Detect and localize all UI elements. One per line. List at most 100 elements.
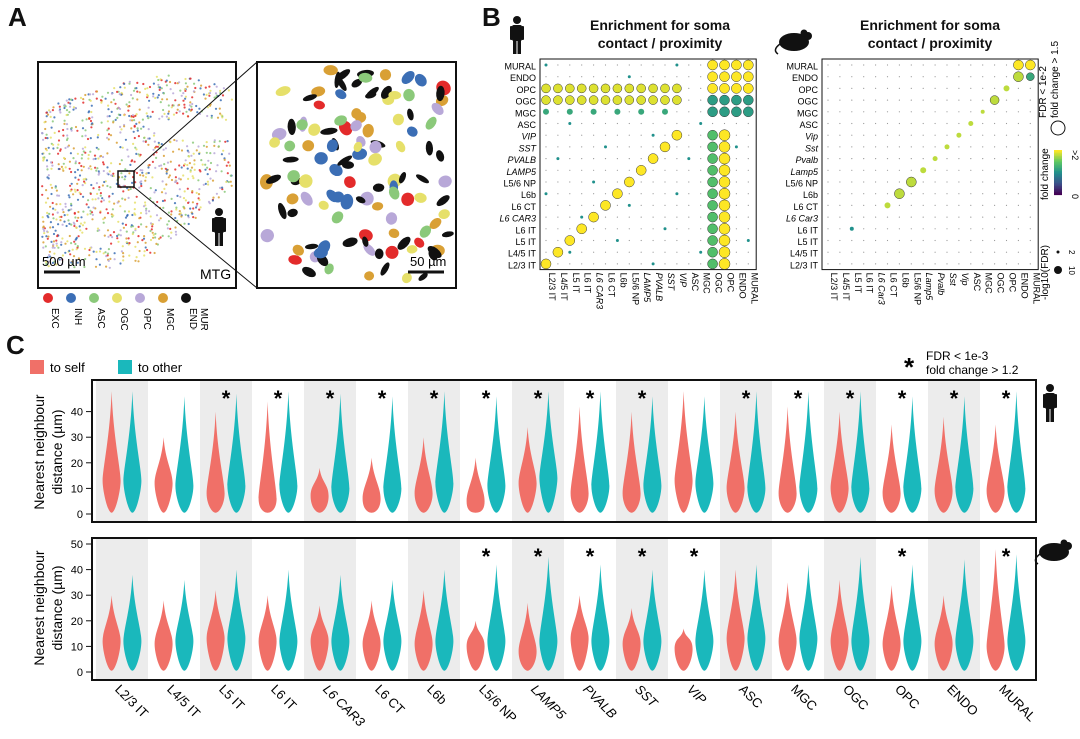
dotplot-empty — [688, 64, 690, 66]
zoom-cell — [277, 202, 287, 220]
dotplot-empty — [652, 239, 654, 242]
cell-dot — [68, 222, 71, 225]
dotplot-empty — [747, 263, 749, 265]
dotplot-empty — [910, 216, 912, 218]
cell-dot — [135, 113, 138, 116]
cell-dot — [151, 231, 154, 234]
cell-dot — [184, 159, 187, 162]
cell-dot — [85, 203, 88, 206]
dotplot-empty — [922, 216, 924, 218]
dotplot-empty — [875, 76, 877, 78]
cell-dot — [99, 154, 103, 158]
dotplot-empty — [604, 169, 607, 171]
dotplot-mark — [638, 108, 645, 115]
dotplot-empty — [676, 251, 678, 253]
cell-dot — [89, 99, 92, 102]
dotplot-row-label: L6 IT — [515, 225, 536, 235]
cell-dot — [192, 207, 195, 210]
dotplot-empty — [604, 251, 607, 253]
dotplot-empty — [982, 87, 984, 89]
dotplot-empty — [735, 181, 737, 183]
cell-dot — [78, 162, 81, 165]
dotplot-empty — [557, 76, 559, 78]
cell-dot — [227, 89, 230, 92]
cell-dot — [73, 266, 76, 269]
dotplot-empty — [922, 204, 924, 206]
cell-dot — [125, 230, 128, 233]
cell-dot — [190, 154, 193, 157]
dotplot-empty — [922, 99, 924, 101]
cell-dot — [163, 199, 166, 202]
dotplot-empty — [970, 64, 972, 66]
cell-dot — [88, 248, 91, 252]
cell-dot — [199, 87, 202, 90]
mouse-violin-self — [986, 549, 1005, 671]
cell-dot — [51, 226, 55, 229]
zoom-cell — [401, 71, 415, 84]
cell-dot — [71, 248, 74, 251]
cell-dot — [175, 233, 178, 236]
dotplot-col-label: SST — [666, 273, 676, 292]
dotplot-empty — [664, 251, 666, 253]
dotplot-mark — [1025, 59, 1036, 71]
cell-dot — [178, 210, 181, 213]
cell-dot — [69, 152, 72, 155]
cell-dot — [78, 174, 82, 177]
dotplot-empty — [581, 239, 583, 242]
dotplot-empty — [982, 204, 984, 206]
cell-dot — [64, 205, 67, 208]
cell-dot — [119, 86, 122, 89]
dotplot-empty — [1017, 239, 1020, 242]
cell-dot — [46, 211, 49, 214]
cell-dot — [190, 166, 194, 169]
cell-dot — [65, 224, 68, 228]
significance-star: * — [638, 386, 647, 411]
human-violin-other — [643, 396, 662, 513]
cell-dot — [111, 192, 114, 195]
dotplot-empty — [827, 111, 829, 113]
dotplot-empty — [652, 251, 654, 253]
dotplot-empty — [994, 122, 996, 125]
dotplot-empty — [910, 239, 912, 242]
sig-legend-star: * — [904, 352, 915, 382]
cell-dot — [106, 172, 109, 175]
cell-dot — [98, 186, 101, 189]
cell-dot — [94, 265, 98, 268]
dotplot-empty — [922, 64, 924, 66]
dotplot-row-label: L4/5 IT — [508, 249, 537, 259]
dotplot-mark — [849, 226, 854, 231]
cell-dot — [142, 140, 145, 143]
dotplot-mark — [600, 83, 611, 94]
cell-dot — [55, 218, 58, 221]
dotplot-empty — [652, 216, 654, 218]
dotplot-mark — [612, 95, 623, 105]
significance-star: * — [326, 386, 335, 411]
cell-dot — [74, 216, 77, 219]
dotplot-empty — [700, 146, 702, 148]
dotplot-mark — [1003, 85, 1010, 92]
cell-dot — [109, 186, 112, 189]
cell-dot — [126, 214, 129, 217]
human-violin-self — [154, 437, 173, 513]
dotplot-row-label: L5 IT — [515, 237, 536, 247]
dotplot-empty — [640, 193, 642, 195]
dotplot-empty — [863, 122, 865, 125]
cell-dot — [172, 104, 175, 107]
cell-dot — [147, 143, 150, 146]
cell-dot — [157, 94, 160, 97]
human-violin-self — [986, 424, 1005, 513]
cell-dot — [57, 152, 60, 155]
cell-dot — [147, 166, 150, 169]
dotplot-mark — [636, 95, 646, 105]
cell-dot — [87, 206, 90, 209]
cell-dot — [41, 131, 44, 135]
cell-dot — [218, 140, 221, 143]
cell-dot — [57, 223, 60, 226]
cell-dot — [58, 258, 61, 261]
cell-dot — [130, 93, 133, 97]
human-dotplot-title: Enrichment for soma contact / proximity — [545, 16, 775, 52]
dotplot-empty — [851, 134, 853, 136]
cell-dot — [157, 83, 160, 86]
dotplot-empty — [934, 146, 936, 148]
